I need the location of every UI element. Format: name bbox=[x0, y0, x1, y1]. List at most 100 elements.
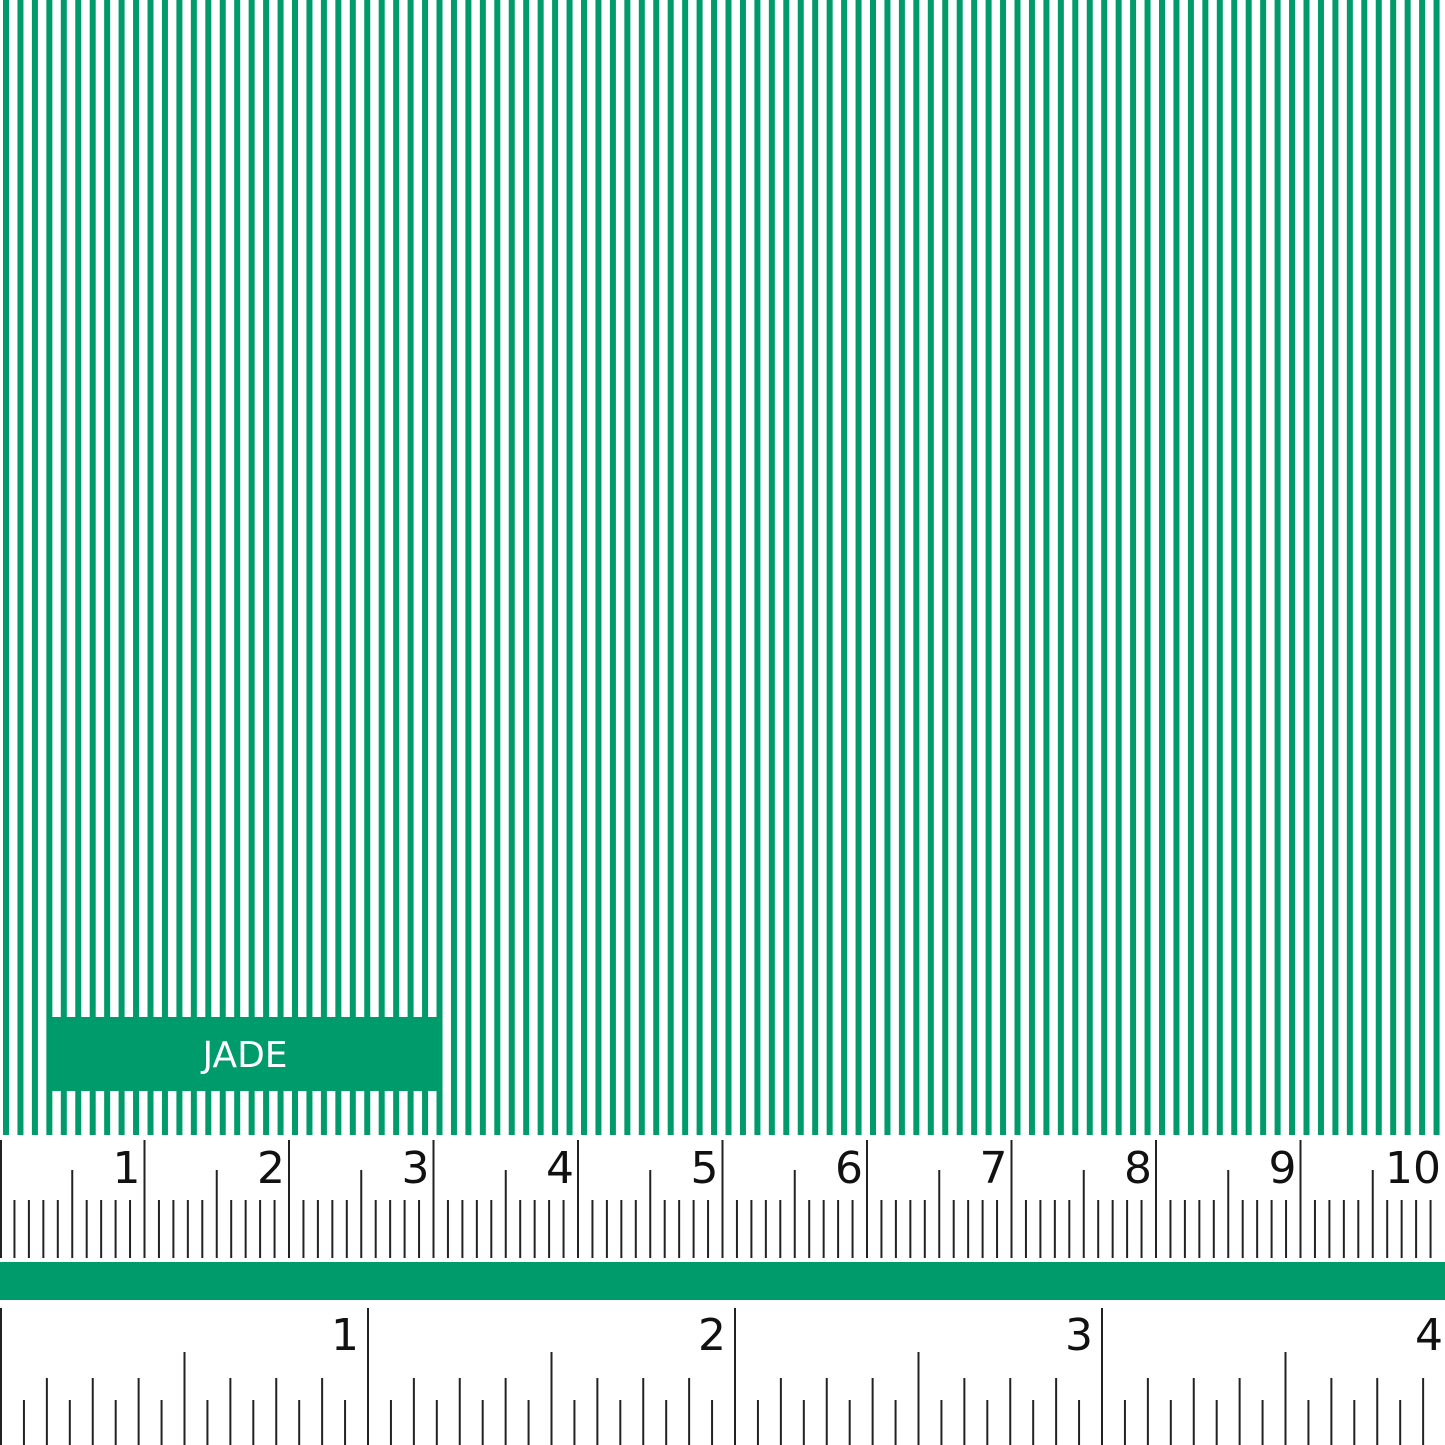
fabric-label: JADE bbox=[200, 1035, 287, 1076]
stripe bbox=[884, 0, 891, 1135]
stripe bbox=[364, 0, 371, 1135]
cm-label: 8 bbox=[1124, 1143, 1152, 1194]
stripe bbox=[1231, 0, 1238, 1135]
stripe-pattern bbox=[3, 0, 1440, 1135]
stripe bbox=[942, 0, 949, 1135]
stripe bbox=[898, 0, 905, 1135]
stripe bbox=[422, 0, 429, 1135]
stripe bbox=[508, 0, 515, 1135]
stripe bbox=[754, 0, 761, 1135]
stripe bbox=[349, 0, 356, 1135]
stripe bbox=[1346, 0, 1353, 1135]
cm-label: 5 bbox=[691, 1143, 719, 1194]
stripe bbox=[1289, 0, 1296, 1135]
inch-label: 2 bbox=[698, 1310, 726, 1361]
cm-label: 1 bbox=[113, 1143, 141, 1194]
stripe bbox=[537, 0, 544, 1135]
inch-label: 4 bbox=[1415, 1310, 1443, 1361]
stripe bbox=[75, 0, 82, 1135]
stripe bbox=[566, 0, 573, 1135]
stripe bbox=[855, 0, 862, 1135]
cm-label: 2 bbox=[257, 1143, 285, 1194]
stripe bbox=[31, 0, 38, 1135]
stripe bbox=[783, 0, 790, 1135]
stripe bbox=[1260, 0, 1267, 1135]
stripe bbox=[927, 0, 934, 1135]
stripe bbox=[306, 0, 313, 1135]
stripe bbox=[1130, 0, 1137, 1135]
stripe bbox=[1159, 0, 1165, 1135]
stripe bbox=[913, 0, 920, 1135]
stripe bbox=[1144, 0, 1151, 1135]
stripe bbox=[465, 0, 472, 1135]
stripe bbox=[378, 0, 385, 1135]
stripe bbox=[797, 0, 804, 1135]
stripe bbox=[46, 0, 53, 1135]
stripe bbox=[638, 0, 645, 1135]
stripe bbox=[739, 0, 746, 1135]
stripe bbox=[89, 0, 96, 1135]
stripe bbox=[335, 0, 342, 1135]
cm-ticks: 1 2 3 4 5 6 7 8 9 10 bbox=[0, 1140, 1441, 1258]
stripe bbox=[1332, 0, 1339, 1135]
cm-label: 10 bbox=[1385, 1143, 1441, 1194]
stripe bbox=[523, 0, 530, 1135]
inch-label: 3 bbox=[1065, 1310, 1093, 1361]
stripe bbox=[133, 0, 140, 1135]
stripe bbox=[1115, 0, 1122, 1135]
stripe bbox=[320, 0, 327, 1135]
stripe bbox=[552, 0, 559, 1135]
inch-ticks: 1 2 3 4 bbox=[0, 1308, 1443, 1445]
stripe bbox=[971, 0, 978, 1135]
stripe bbox=[407, 0, 414, 1135]
stripe bbox=[219, 0, 226, 1135]
stripe bbox=[1173, 0, 1180, 1135]
stripe bbox=[1274, 0, 1281, 1135]
stripe bbox=[176, 0, 183, 1135]
stripe bbox=[190, 0, 197, 1135]
stripe bbox=[1000, 0, 1007, 1135]
stripe bbox=[1433, 0, 1440, 1135]
stripe bbox=[277, 0, 284, 1135]
stripe bbox=[205, 0, 212, 1135]
stripe bbox=[711, 0, 718, 1135]
stripe bbox=[1390, 0, 1397, 1135]
divider-band bbox=[0, 1262, 1445, 1300]
stripe bbox=[1317, 0, 1324, 1135]
stripe bbox=[494, 0, 501, 1135]
stripe bbox=[667, 0, 674, 1135]
cm-label: 7 bbox=[980, 1143, 1008, 1194]
stripe bbox=[1361, 0, 1368, 1135]
stripe bbox=[1216, 0, 1223, 1135]
stripe bbox=[1404, 0, 1411, 1135]
stripe bbox=[1086, 0, 1093, 1135]
stripe bbox=[595, 0, 602, 1135]
stripe bbox=[1419, 0, 1426, 1135]
stripe bbox=[581, 0, 587, 1135]
stripe bbox=[1057, 0, 1064, 1135]
stripe bbox=[147, 0, 154, 1135]
inch-ruler bbox=[0, 1300, 1445, 1445]
stripe bbox=[768, 0, 775, 1135]
stripe bbox=[17, 0, 24, 1135]
stripe bbox=[682, 0, 689, 1135]
stripe bbox=[104, 0, 111, 1135]
stripe bbox=[263, 0, 270, 1135]
stripe bbox=[1101, 0, 1108, 1135]
stripe bbox=[609, 0, 616, 1135]
stripe bbox=[653, 0, 660, 1135]
stripe bbox=[234, 0, 241, 1135]
stripe bbox=[1014, 0, 1021, 1135]
stripe bbox=[812, 0, 819, 1135]
stripe bbox=[956, 0, 963, 1135]
stripe bbox=[450, 0, 457, 1135]
stripe bbox=[118, 0, 125, 1135]
stripe bbox=[841, 0, 848, 1135]
stripe bbox=[1303, 0, 1310, 1135]
cm-label: 6 bbox=[835, 1143, 863, 1194]
cm-label: 9 bbox=[1269, 1143, 1297, 1194]
stripe bbox=[1028, 0, 1035, 1135]
stripe bbox=[870, 0, 876, 1135]
